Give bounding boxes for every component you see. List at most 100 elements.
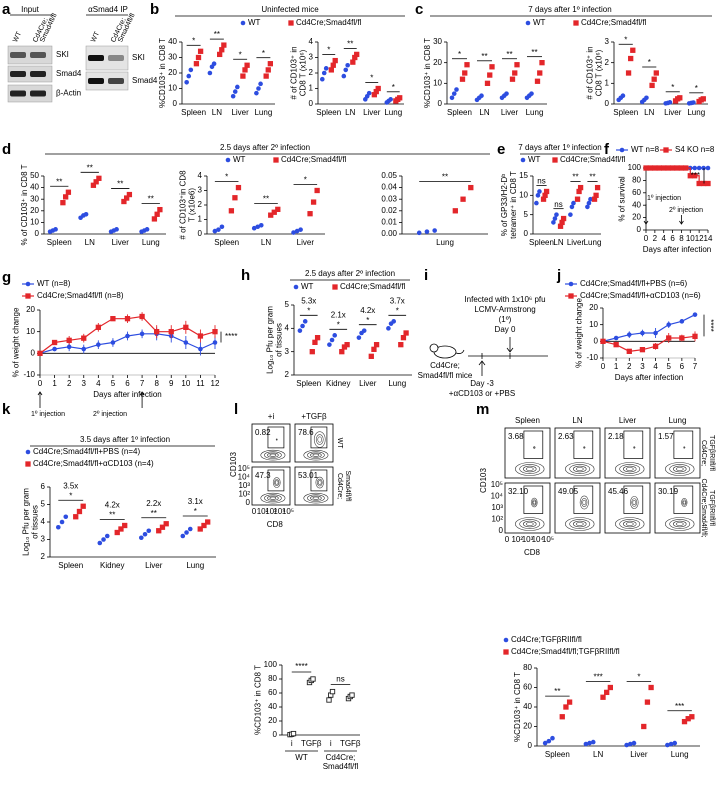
legend-label: Cd4Cre;Smad4fl/fl	[560, 155, 626, 164]
x-tick-label: 10³	[522, 535, 534, 544]
y-axis-label: of tissues	[31, 505, 40, 539]
y-axis-label: %CD103⁺ in CD8 T	[158, 38, 167, 108]
panel-title: Uninfected mice	[261, 5, 319, 14]
y-tick-label: 80	[523, 663, 532, 672]
gated-contour	[315, 476, 324, 489]
data-point	[587, 740, 592, 746]
data-point	[290, 730, 297, 737]
x-tick-label: 10	[686, 234, 695, 243]
data-point	[593, 192, 599, 198]
data-point	[560, 215, 567, 222]
data-point	[539, 60, 545, 66]
data-point	[293, 284, 299, 290]
data-point	[550, 735, 555, 741]
schematic-label: +αCD103 or +PBS	[449, 389, 515, 398]
panel-letter: m	[476, 401, 489, 418]
significance: **	[214, 30, 220, 39]
significance: *	[192, 36, 195, 45]
gate-percent: 47.3	[255, 471, 271, 480]
y-tick-label: 2	[198, 200, 203, 209]
legend-label: Cd4Cre;Smad4fl/fl+PBS (n=6)	[580, 279, 687, 288]
gated-contour	[274, 479, 280, 487]
data-point	[244, 62, 250, 68]
data-point	[424, 229, 430, 234]
data-point	[302, 319, 308, 324]
x-tick-label: Spleen	[47, 238, 72, 247]
data-point	[294, 228, 300, 234]
data-point	[235, 84, 240, 90]
y-tick-label: 60	[632, 188, 641, 197]
significance: **	[87, 163, 93, 172]
x-tick-label: 7	[140, 379, 145, 388]
data-point	[326, 697, 332, 703]
data-point	[53, 227, 58, 232]
significance: *	[370, 74, 373, 83]
y-tick-label: 10	[30, 218, 39, 227]
legend-label: Cd4Cre;Smad4fl/fl;TGFβRIIfl/fl	[511, 647, 620, 656]
y-tick-label: 2	[309, 68, 314, 77]
x-tick-label: 0	[601, 362, 606, 371]
x-tick-label: 0	[38, 379, 43, 388]
data-point	[240, 73, 246, 79]
contour	[525, 522, 534, 526]
y-tick-label: 20	[168, 68, 177, 77]
significance: *	[69, 491, 72, 500]
x-tick-label: 3	[82, 379, 87, 388]
data-point	[267, 61, 273, 67]
fold-change: 3.1x	[188, 497, 203, 506]
data-point	[144, 227, 150, 232]
data-point	[230, 93, 236, 99]
band-label: SKI	[56, 50, 69, 59]
significance: **	[263, 194, 269, 203]
data-point	[124, 195, 130, 201]
data-point	[221, 42, 227, 48]
data-point	[586, 200, 592, 206]
schematic-label: Infected with 1x10⁶ pfu	[464, 295, 545, 304]
blot-strip	[85, 71, 129, 91]
data-point	[583, 741, 589, 747]
data-point	[452, 208, 458, 214]
gate	[623, 485, 644, 514]
significance: ns	[537, 177, 545, 186]
y-tick-label: 3	[41, 535, 46, 544]
data-point	[216, 227, 221, 232]
data-point	[51, 339, 58, 346]
contour	[672, 465, 687, 473]
data-point	[118, 526, 124, 532]
data-point	[101, 537, 106, 542]
significance: **	[506, 50, 512, 59]
y-tick-label: 100	[628, 163, 642, 172]
y-tick-label: 10²	[238, 490, 250, 499]
contour	[572, 520, 587, 528]
gated-contour	[579, 495, 589, 510]
data-point	[459, 76, 466, 82]
gated-contour	[631, 498, 638, 507]
contour	[260, 492, 286, 504]
x-tick-label: Lung	[584, 238, 602, 247]
y-tick-label: 3	[605, 37, 610, 46]
data-point	[568, 212, 573, 217]
data-point	[151, 216, 158, 222]
y-tick-label: 0.01	[381, 218, 397, 227]
schematic-label: LCMV-Armstrong	[474, 305, 535, 314]
data-point	[643, 165, 649, 171]
data-point	[139, 331, 145, 337]
x-tick-label: Lung	[254, 108, 272, 117]
data-point	[543, 188, 550, 195]
x-tick-label: Liver	[359, 379, 377, 388]
blot-header: αSmad4 IP	[88, 5, 128, 14]
data-point	[525, 20, 531, 26]
x-tick-label: Kidney	[100, 561, 124, 570]
column-label: +i	[268, 412, 275, 421]
data-point	[672, 740, 678, 746]
y-tick-label: 1	[198, 215, 203, 224]
data-point	[625, 70, 632, 76]
significance: **	[148, 195, 154, 204]
data-point	[37, 350, 43, 356]
gate-percent: 3.68	[508, 432, 524, 441]
data-point	[273, 157, 279, 163]
x-axis-label: Days after infection	[643, 245, 711, 254]
data-point	[154, 211, 160, 217]
x-tick-label: LN	[644, 108, 654, 117]
x-tick-label: 5	[666, 362, 671, 371]
